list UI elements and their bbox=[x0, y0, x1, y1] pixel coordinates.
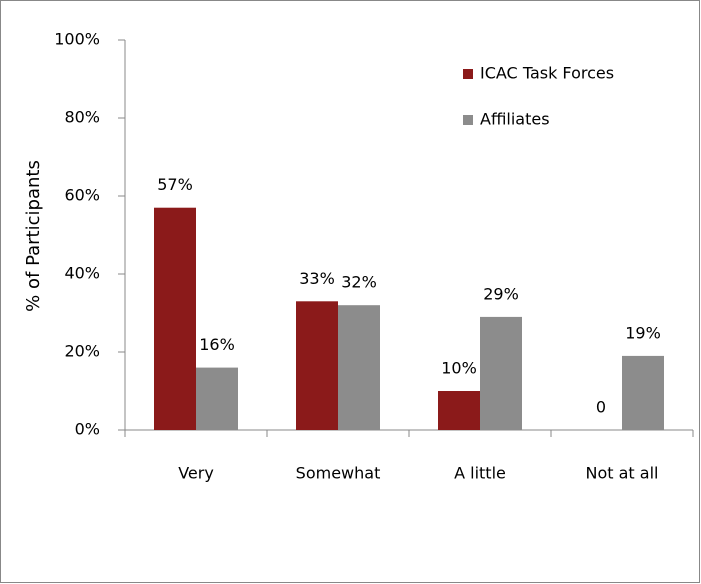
y-tick-label: 0% bbox=[75, 420, 100, 439]
bar bbox=[296, 301, 338, 430]
bar bbox=[438, 391, 480, 430]
value-label: 32% bbox=[341, 273, 377, 292]
y-axis-label: % of Participants bbox=[23, 160, 44, 312]
legend-swatch bbox=[463, 115, 473, 125]
y-tick-label: 80% bbox=[64, 108, 100, 127]
value-label: 0 bbox=[596, 398, 606, 417]
value-label: 33% bbox=[299, 269, 335, 288]
legend-label: ICAC Task Forces bbox=[480, 64, 614, 83]
y-tick-label: 20% bbox=[64, 342, 100, 361]
value-label: 10% bbox=[441, 359, 477, 378]
value-label: 16% bbox=[199, 335, 235, 354]
value-label: 29% bbox=[483, 284, 519, 303]
bar bbox=[622, 355, 664, 430]
bar bbox=[338, 305, 380, 430]
legend-label: Affiliates bbox=[480, 110, 550, 129]
value-label: 19% bbox=[625, 323, 661, 342]
bar bbox=[196, 367, 238, 430]
bar bbox=[480, 316, 522, 430]
bar bbox=[154, 207, 196, 430]
y-tick-label: 100% bbox=[54, 30, 100, 49]
x-tick-label: A little bbox=[454, 464, 506, 483]
y-tick-label: 40% bbox=[64, 264, 100, 283]
y-tick-label: 60% bbox=[64, 186, 100, 205]
x-tick-label: Very bbox=[178, 464, 214, 483]
value-label: 57% bbox=[157, 175, 193, 194]
x-tick-label: Somewhat bbox=[296, 464, 381, 483]
x-tick-label: Not at all bbox=[586, 464, 659, 483]
legend-swatch bbox=[463, 69, 473, 79]
